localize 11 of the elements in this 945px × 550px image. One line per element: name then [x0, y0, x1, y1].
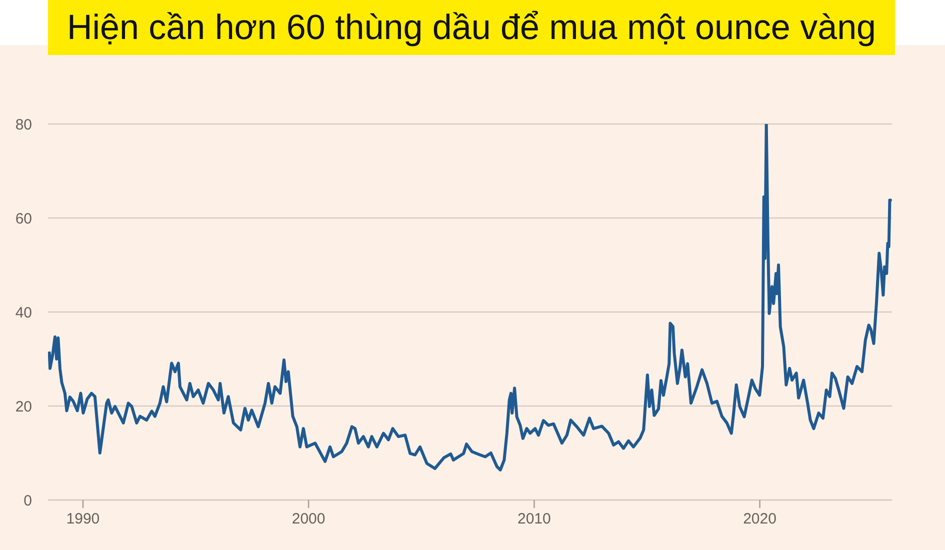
x-tick-label: 1990 [66, 510, 100, 528]
y-tick-label: 0 [24, 492, 32, 510]
y-tick-label: 20 [15, 398, 32, 416]
x-tick-label: 2000 [292, 510, 326, 528]
y-tick-label: 60 [15, 210, 32, 228]
x-tick-label: 2010 [518, 510, 551, 528]
chart-title: Hiện cần hơn 60 thùng dầu để mua một ounce vàng [48, 0, 895, 55]
x-tick-label: 2020 [743, 510, 776, 528]
y-tick-label: 80 [15, 116, 32, 134]
line-series [48, 124, 892, 472]
y-tick-label: 40 [15, 304, 32, 322]
